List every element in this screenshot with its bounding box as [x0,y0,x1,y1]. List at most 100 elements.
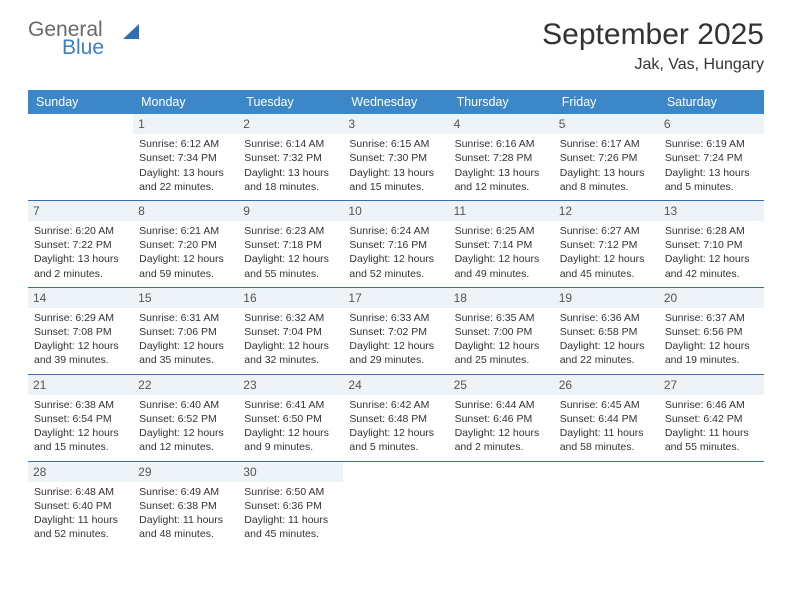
day-cell: 29Sunrise: 6:49 AMSunset: 6:38 PMDayligh… [133,462,238,548]
day-cell [28,114,133,200]
day-cell [659,462,764,548]
day-info-line: Sunrise: 6:36 AM [560,311,653,325]
day-info-line: Sunrise: 6:16 AM [455,137,548,151]
day-info-line: and 48 minutes. [139,527,232,541]
day-info-line: Sunrise: 6:44 AM [455,398,548,412]
day-number: 12 [554,201,659,221]
day-info-line: and 59 minutes. [139,267,232,281]
day-info-line: Sunrise: 6:15 AM [349,137,442,151]
day-cell: 22Sunrise: 6:40 AMSunset: 6:52 PMDayligh… [133,375,238,461]
day-number: 2 [238,114,343,134]
day-info-line: Daylight: 12 hours [139,252,232,266]
day-info-line: Sunrise: 6:40 AM [139,398,232,412]
day-info-line: Sunset: 7:10 PM [665,238,758,252]
week-row: 14Sunrise: 6:29 AMSunset: 7:08 PMDayligh… [28,288,764,375]
day-info-line: and 35 minutes. [139,353,232,367]
day-info-line: and 42 minutes. [665,267,758,281]
day-info-line: Sunrise: 6:23 AM [244,224,337,238]
day-cell: 10Sunrise: 6:24 AMSunset: 7:16 PMDayligh… [343,201,448,287]
day-info-line: Sunset: 6:44 PM [560,412,653,426]
day-number: 8 [133,201,238,221]
day-cell: 15Sunrise: 6:31 AMSunset: 7:06 PMDayligh… [133,288,238,374]
day-number: 19 [554,288,659,308]
day-info-line: Daylight: 12 hours [455,252,548,266]
day-info-line: Daylight: 12 hours [560,252,653,266]
day-info-line: Sunset: 7:20 PM [139,238,232,252]
day-info-line: Sunset: 7:06 PM [139,325,232,339]
day-info-line: Sunset: 6:50 PM [244,412,337,426]
day-number: 22 [133,375,238,395]
day-info-line: Sunrise: 6:46 AM [665,398,758,412]
day-number: 16 [238,288,343,308]
day-info-line: and 15 minutes. [34,440,127,454]
dow-friday: Friday [554,90,659,114]
day-info-line: and 5 minutes. [349,440,442,454]
day-number: 26 [554,375,659,395]
day-cell: 19Sunrise: 6:36 AMSunset: 6:58 PMDayligh… [554,288,659,374]
dow-sunday: Sunday [28,90,133,114]
day-info-line: Sunset: 7:30 PM [349,151,442,165]
day-info-line: and 55 minutes. [665,440,758,454]
day-info-line: and 52 minutes. [349,267,442,281]
day-info-line: and 8 minutes. [560,180,653,194]
header: General Blue September 2025 Jak, Vas, Hu… [28,18,764,74]
day-info-line: Sunset: 7:16 PM [349,238,442,252]
day-info-line: Daylight: 12 hours [349,426,442,440]
day-info-line: Sunrise: 6:32 AM [244,311,337,325]
day-info-line: and 22 minutes. [560,353,653,367]
day-info-line: and 55 minutes. [244,267,337,281]
day-info-line: Daylight: 11 hours [560,426,653,440]
day-info-line: and 45 minutes. [244,527,337,541]
day-info-line: Daylight: 12 hours [455,339,548,353]
day-info-line: Daylight: 13 hours [34,252,127,266]
day-info-line: Sunset: 7:28 PM [455,151,548,165]
day-info-line: Sunset: 7:02 PM [349,325,442,339]
day-info-line: Sunrise: 6:12 AM [139,137,232,151]
day-info-line: Daylight: 12 hours [244,426,337,440]
day-number: 10 [343,201,448,221]
day-info-line: and 18 minutes. [244,180,337,194]
day-info-line: Daylight: 12 hours [34,426,127,440]
day-cell: 18Sunrise: 6:35 AMSunset: 7:00 PMDayligh… [449,288,554,374]
day-info-line: Daylight: 11 hours [34,513,127,527]
day-info-line: Sunset: 7:04 PM [244,325,337,339]
day-info-line: and 29 minutes. [349,353,442,367]
day-info-line: Daylight: 13 hours [349,166,442,180]
day-cell [449,462,554,548]
day-info-line: Sunset: 6:36 PM [244,499,337,513]
day-info-line: Daylight: 12 hours [665,252,758,266]
day-number: 30 [238,462,343,482]
day-info-line: Sunrise: 6:19 AM [665,137,758,151]
day-number: 20 [659,288,764,308]
day-cell: 12Sunrise: 6:27 AMSunset: 7:12 PMDayligh… [554,201,659,287]
day-info-line: and 58 minutes. [560,440,653,454]
day-info-line: and 25 minutes. [455,353,548,367]
day-info-line: Sunrise: 6:20 AM [34,224,127,238]
day-info-line: Sunset: 6:40 PM [34,499,127,513]
day-info-line: Sunset: 7:34 PM [139,151,232,165]
day-info-line: Daylight: 12 hours [244,339,337,353]
day-info-line: Sunset: 7:32 PM [244,151,337,165]
day-number: 13 [659,201,764,221]
week-row: 28Sunrise: 6:48 AMSunset: 6:40 PMDayligh… [28,462,764,548]
day-info-line: and 2 minutes. [34,267,127,281]
day-cell: 11Sunrise: 6:25 AMSunset: 7:14 PMDayligh… [449,201,554,287]
day-info-line: Daylight: 12 hours [349,339,442,353]
day-info-line: Daylight: 13 hours [560,166,653,180]
day-info-line: Sunrise: 6:48 AM [34,485,127,499]
day-info-line: Daylight: 11 hours [139,513,232,527]
day-info-line: Sunset: 6:52 PM [139,412,232,426]
day-info-line: Sunset: 6:38 PM [139,499,232,513]
day-cell [343,462,448,548]
day-info-line: Daylight: 12 hours [244,252,337,266]
day-number: 3 [343,114,448,134]
day-info-line: Daylight: 12 hours [560,339,653,353]
day-cell: 9Sunrise: 6:23 AMSunset: 7:18 PMDaylight… [238,201,343,287]
day-info-line: Sunrise: 6:41 AM [244,398,337,412]
day-info-line: and 32 minutes. [244,353,337,367]
day-info-line: Sunrise: 6:27 AM [560,224,653,238]
day-number: 1 [133,114,238,134]
calendar: Sunday Monday Tuesday Wednesday Thursday… [28,90,764,547]
day-info-line: Daylight: 12 hours [665,339,758,353]
day-info-line: and 39 minutes. [34,353,127,367]
